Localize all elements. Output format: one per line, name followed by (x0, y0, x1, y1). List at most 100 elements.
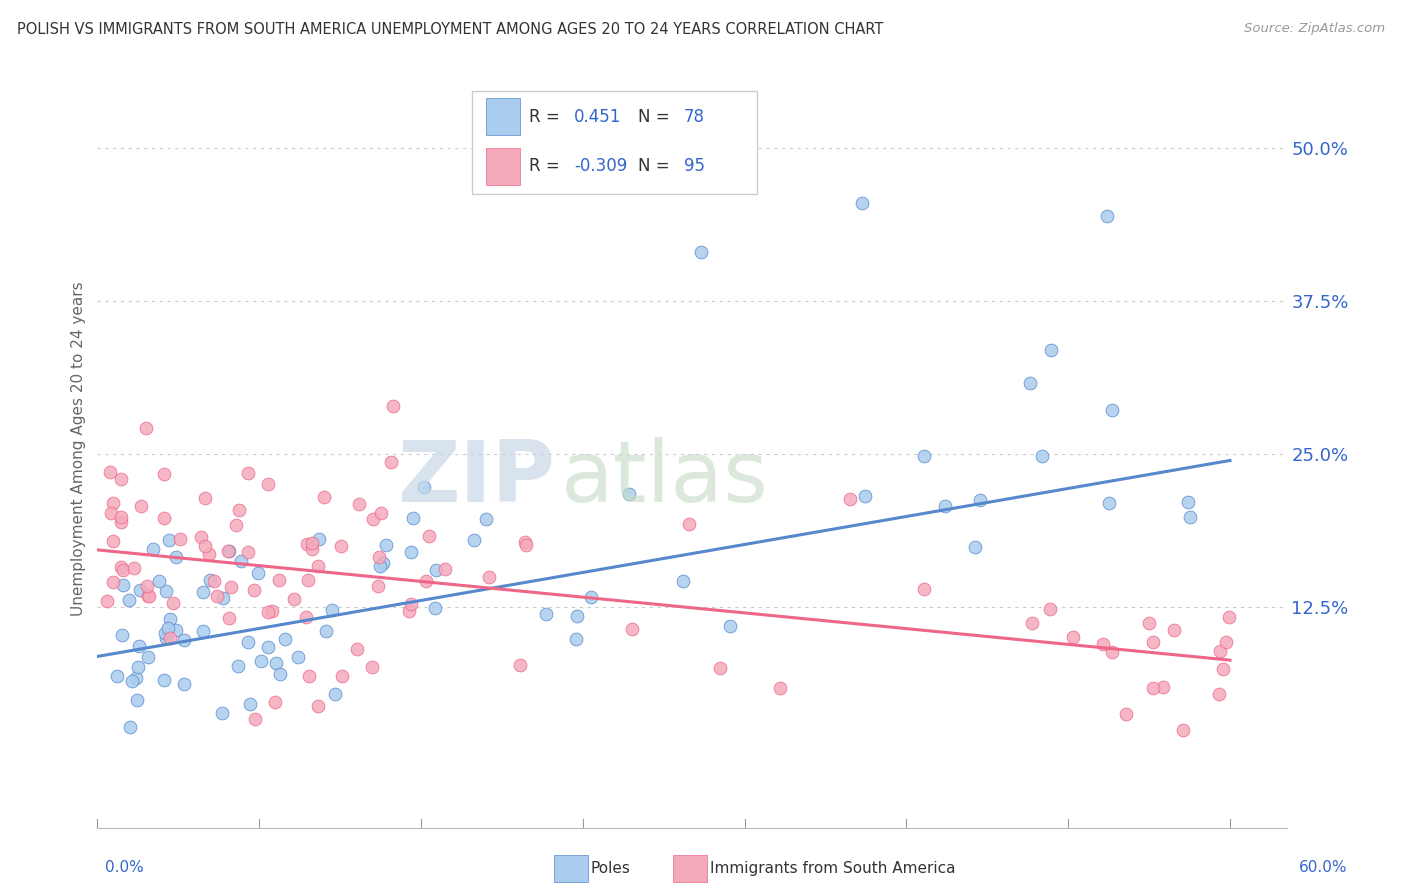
Point (219, 580, 242, 594)
Point (194, 539, 217, 553)
Text: Immigrants from South America: Immigrants from South America (710, 862, 956, 876)
Point (129, 583, 152, 598)
Point (121, 673, 143, 688)
Point (264, 695, 287, 709)
Point (110, 509, 132, 524)
Point (1177, 495, 1199, 509)
Point (1021, 616, 1043, 631)
Point (1115, 706, 1137, 721)
Point (1101, 403, 1123, 417)
Point (425, 600, 447, 615)
Point (1142, 635, 1164, 649)
Point (197, 547, 219, 561)
Text: POLISH VS IMMIGRANTS FROM SOUTH AMERICA UNEMPLOYMENT AMONG AGES 20 TO 24 YEARS C: POLISH VS IMMIGRANTS FROM SOUTH AMERICA … (17, 22, 883, 37)
Point (273, 632, 295, 646)
Point (194, 491, 217, 506)
Point (191, 624, 214, 638)
Point (1098, 495, 1121, 509)
Point (256, 476, 278, 491)
Point (120, 720, 142, 734)
Point (368, 559, 391, 574)
Point (619, 487, 641, 501)
Point (307, 559, 329, 574)
Point (581, 590, 603, 604)
Point (153, 467, 176, 481)
Point (98, 465, 121, 479)
Point (934, 499, 956, 513)
Point (308, 533, 330, 547)
Point (1038, 602, 1060, 616)
Point (157, 533, 180, 547)
Point (142, 542, 165, 557)
Point (367, 579, 389, 593)
Point (398, 604, 420, 618)
Point (148, 574, 170, 588)
Text: Poles: Poles (591, 862, 630, 876)
Point (105, 669, 128, 683)
FancyBboxPatch shape (472, 91, 758, 194)
Point (690, 245, 713, 260)
Point (111, 628, 134, 642)
Point (425, 563, 447, 577)
Point (100, 506, 122, 520)
Point (1212, 662, 1234, 676)
Point (165, 549, 187, 564)
Point (236, 545, 259, 559)
Point (1101, 645, 1123, 659)
Point (122, 561, 145, 575)
Point (96, 594, 118, 608)
Point (118, 593, 141, 607)
Point (1171, 723, 1194, 737)
Point (1137, 615, 1160, 630)
Point (236, 635, 259, 649)
Point (412, 480, 434, 494)
Point (323, 687, 346, 701)
Text: 78: 78 (683, 108, 704, 126)
Text: 95: 95 (683, 157, 704, 175)
Point (198, 573, 221, 587)
Point (295, 537, 318, 551)
Point (110, 515, 132, 529)
Point (433, 562, 456, 576)
Point (367, 550, 389, 565)
Text: atlas: atlas (561, 437, 769, 520)
Point (418, 529, 440, 543)
Point (853, 489, 876, 503)
Text: R =: R = (529, 157, 565, 175)
Point (1218, 610, 1240, 624)
Point (1097, 209, 1119, 223)
Point (672, 574, 695, 589)
Point (101, 534, 124, 549)
Point (173, 633, 195, 648)
Point (330, 668, 353, 682)
Point (509, 658, 531, 673)
Point (228, 503, 250, 517)
Point (1180, 509, 1202, 524)
Point (153, 673, 176, 687)
Point (218, 611, 240, 625)
Point (212, 591, 235, 606)
Bar (486, 98, 520, 136)
Point (173, 677, 195, 691)
Point (307, 698, 329, 713)
Point (1163, 623, 1185, 637)
Point (111, 578, 134, 592)
Point (312, 490, 335, 504)
Point (1031, 449, 1053, 463)
Point (243, 712, 266, 726)
Point (260, 605, 283, 619)
Text: 60.0%: 60.0% (1299, 860, 1347, 874)
Point (101, 495, 124, 509)
Point (1209, 644, 1232, 658)
Point (477, 570, 499, 584)
Point (1215, 635, 1237, 649)
Point (155, 631, 177, 645)
Point (1142, 681, 1164, 695)
Point (297, 574, 319, 588)
Point (127, 692, 149, 706)
Point (287, 650, 309, 665)
Text: ZIP: ZIP (398, 437, 555, 520)
Point (156, 621, 179, 635)
Point (159, 612, 181, 626)
Point (159, 631, 181, 645)
